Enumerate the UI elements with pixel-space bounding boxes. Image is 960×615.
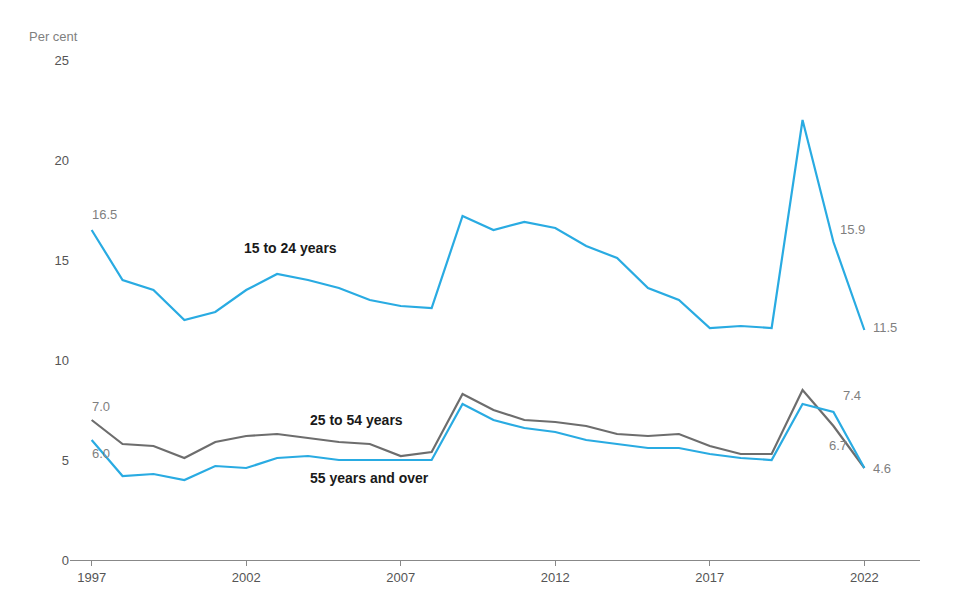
svg-text:15 to 24 years: 15 to 24 years	[244, 240, 337, 256]
svg-text:15: 15	[55, 253, 69, 268]
svg-text:2012: 2012	[541, 570, 570, 585]
svg-text:1997: 1997	[77, 570, 106, 585]
svg-text:2007: 2007	[386, 570, 415, 585]
svg-text:7.4: 7.4	[843, 388, 861, 403]
svg-text:25 to 54 years: 25 to 54 years	[310, 412, 403, 428]
svg-text:10: 10	[55, 353, 69, 368]
svg-text:2022: 2022	[850, 570, 879, 585]
svg-text:6.0: 6.0	[92, 446, 110, 461]
svg-text:2017: 2017	[695, 570, 724, 585]
svg-text:7.0: 7.0	[92, 399, 110, 414]
svg-text:0: 0	[62, 553, 69, 568]
svg-text:25: 25	[55, 53, 69, 68]
svg-text:20: 20	[55, 153, 69, 168]
svg-text:2002: 2002	[232, 570, 261, 585]
svg-text:6.7: 6.7	[829, 438, 847, 453]
svg-text:55 years and over: 55 years and over	[310, 470, 429, 486]
svg-text:4.6: 4.6	[873, 461, 891, 476]
svg-text:5: 5	[62, 453, 69, 468]
svg-text:16.5: 16.5	[92, 207, 117, 222]
svg-text:Per cent: Per cent	[29, 29, 78, 44]
svg-text:15.9: 15.9	[840, 222, 865, 237]
svg-text:11.5: 11.5	[873, 320, 897, 335]
